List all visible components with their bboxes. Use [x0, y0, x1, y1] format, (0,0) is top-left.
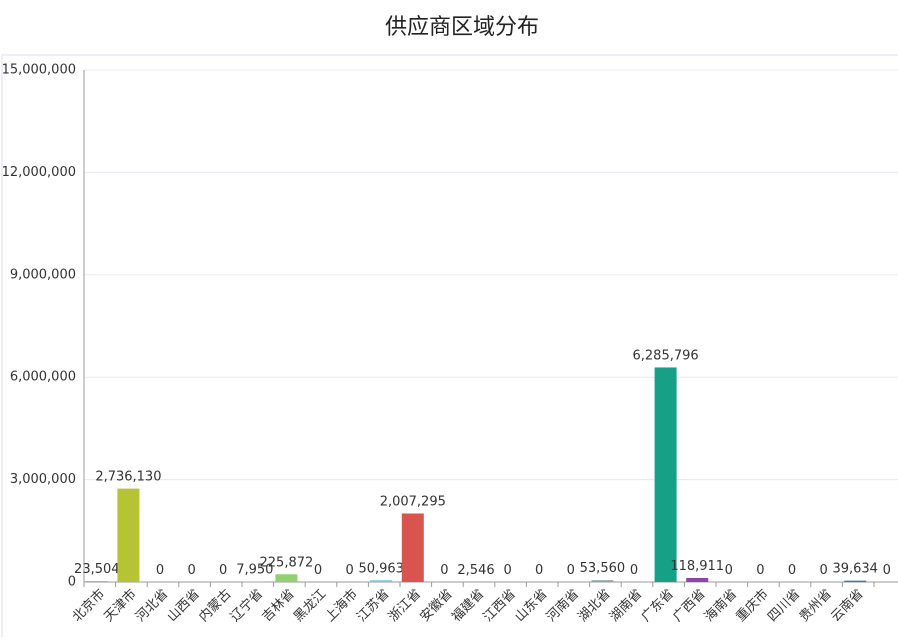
x-tick-label: 山东省 [512, 587, 550, 625]
value-label: 0 [819, 563, 827, 578]
value-label: 2,736,130 [95, 470, 161, 485]
value-label: 0 [535, 563, 543, 578]
y-tick-label: 6,000,000 [10, 370, 76, 385]
y-tick-label: 15,000,000 [2, 63, 76, 78]
x-tick-label: 河北省 [133, 587, 171, 625]
x-tick-label: 湖北省 [576, 587, 614, 625]
x-tick-label: 天津市 [101, 586, 140, 625]
value-label: 39,634 [832, 562, 878, 577]
x-tick-label: 安徽省 [418, 587, 456, 625]
value-label: 0 [219, 563, 227, 578]
value-label: 0 [440, 563, 448, 578]
value-label: 50,963 [358, 561, 404, 576]
x-tick-label: 上海市 [322, 586, 361, 625]
x-tick-label: 云南省 [828, 586, 867, 625]
x-tick-label: 四川省 [765, 587, 803, 625]
value-label: 2,546 [457, 563, 494, 578]
x-tick-label: 海南省 [701, 586, 740, 625]
x-tick-label: 广西省 [670, 587, 708, 625]
value-label: 0 [187, 563, 195, 578]
x-tick-label: 重庆市 [733, 586, 772, 625]
x-tick-label: 广东省 [639, 587, 677, 625]
y-tick-label: 3,000,000 [10, 472, 76, 487]
x-tick-label: 福建省 [449, 587, 487, 625]
value-label: 0 [503, 563, 511, 578]
bar [655, 367, 677, 582]
x-tick-label: 黑龙江 [291, 587, 329, 625]
value-label: 0 [630, 563, 638, 578]
x-tick-label: 浙江省 [386, 587, 424, 625]
value-label: 0 [725, 563, 733, 578]
value-label: 6,285,796 [633, 348, 699, 363]
bar [275, 574, 297, 582]
value-label: 118,911 [670, 559, 724, 574]
value-label: 0 [883, 563, 891, 578]
y-tick-label: 9,000,000 [10, 267, 76, 282]
value-label: 0 [756, 563, 764, 578]
value-label: 225,872 [260, 555, 314, 570]
bar [86, 581, 108, 582]
bar [117, 489, 139, 582]
chart-title: 供应商区域分布 [385, 15, 539, 40]
value-label: 23,504 [74, 562, 120, 577]
x-tick-label: 江苏省 [354, 586, 393, 625]
value-label: 0 [567, 563, 575, 578]
bar [591, 580, 613, 582]
x-tick-label: 山西省 [165, 587, 203, 625]
value-label: 0 [345, 563, 353, 578]
y-tick-label: 12,000,000 [2, 165, 76, 180]
bar [370, 580, 392, 582]
x-tick-label: 贵州省 [797, 587, 835, 625]
x-tick-label: 江西省 [481, 587, 519, 625]
x-tick-label: 辽宁省 [227, 586, 266, 625]
x-tick-label: 吉林省 [260, 587, 298, 625]
value-label: 0 [788, 563, 796, 578]
bar [402, 513, 424, 582]
bar [686, 578, 708, 582]
value-label: 0 [314, 563, 322, 578]
bar [844, 581, 866, 582]
x-tick-label: 北京市 [69, 586, 108, 625]
value-label: 2,007,295 [380, 494, 446, 509]
value-label: 53,560 [580, 561, 626, 576]
x-tick-label: 河南省 [543, 586, 582, 625]
x-tick-label: 湖南省 [606, 586, 645, 625]
x-tick-label: 内蒙古 [196, 586, 235, 625]
value-label: 0 [156, 563, 164, 578]
